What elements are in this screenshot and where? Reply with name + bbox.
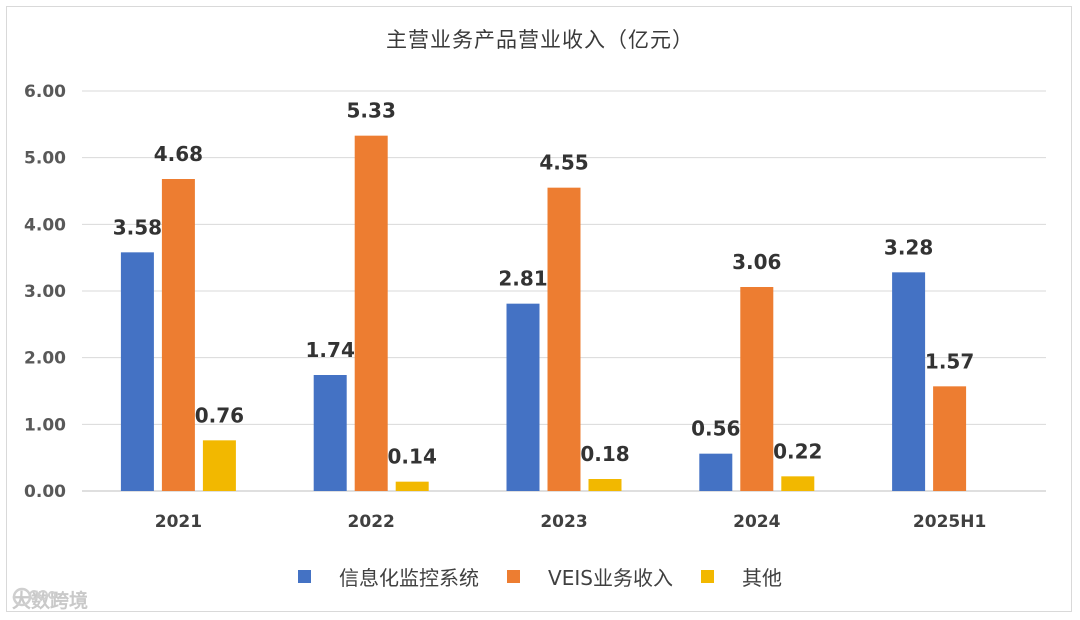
y-tick-label: 1.00 xyxy=(24,415,66,435)
legend-swatch-yellow xyxy=(700,570,714,583)
data-label: 0.18 xyxy=(580,442,629,466)
chat-bubble-icon xyxy=(12,587,56,607)
data-label: 3.58 xyxy=(113,215,162,239)
y-tick-label: 2.00 xyxy=(24,349,66,369)
y-tick-label: 5.00 xyxy=(24,149,66,169)
bar xyxy=(588,479,622,491)
legend: 信息化监控系统 VEIS业务收入 其他 xyxy=(0,562,1080,591)
legend-item-veis: VEIS业务收入 xyxy=(507,562,673,591)
data-label: 2.81 xyxy=(498,267,547,291)
chart-title: 主营业务产品营业收入（亿元） xyxy=(386,28,694,52)
data-label: 5.33 xyxy=(347,99,396,123)
data-label: 0.22 xyxy=(773,439,822,463)
legend-label: 信息化监控系统 xyxy=(339,566,480,590)
legend-swatch-blue xyxy=(298,570,312,583)
bar xyxy=(120,252,154,491)
bar xyxy=(892,272,926,491)
bar xyxy=(161,179,195,491)
x-tick-label: 2024 xyxy=(733,512,780,532)
bar xyxy=(313,375,347,491)
legend-label: VEIS业务收入 xyxy=(548,566,673,590)
data-label: 4.68 xyxy=(154,142,203,166)
data-label: 0.14 xyxy=(388,445,437,469)
bar xyxy=(933,386,967,491)
bars xyxy=(120,135,967,491)
y-axis-ticks: 0.00 1.00 2.00 3.00 4.00 5.00 6.00 xyxy=(24,82,66,502)
bar xyxy=(547,187,581,491)
bar xyxy=(781,476,815,491)
legend-item-other: 其他 xyxy=(700,562,782,591)
y-tick-label: 4.00 xyxy=(24,215,66,235)
x-tick-label: 2022 xyxy=(348,512,395,532)
data-label: 0.76 xyxy=(195,403,244,427)
data-label: 3.28 xyxy=(884,235,933,259)
bar xyxy=(354,135,388,491)
data-label: 3.06 xyxy=(732,250,781,274)
bar xyxy=(202,440,236,491)
legend-label: 其他 xyxy=(741,566,782,590)
data-label: 0.56 xyxy=(691,417,740,441)
x-tick-label: 2025H1 xyxy=(913,512,986,532)
x-axis-ticks: 2021 2022 2023 2024 2025H1 xyxy=(155,512,987,532)
x-tick-label: 2023 xyxy=(540,512,587,532)
bar xyxy=(699,453,733,491)
x-tick-label: 2021 xyxy=(155,512,202,532)
legend-item-info-monitoring: 信息化监控系统 xyxy=(298,562,479,591)
y-tick-label: 6.00 xyxy=(24,82,66,102)
data-labels: 3.58 4.68 0.76 1.74 5.33 0.14 2.81 4.55 0.18 0.56… xyxy=(113,99,975,469)
bar xyxy=(395,481,429,491)
y-tick-label: 3.00 xyxy=(24,282,66,302)
data-label: 1.57 xyxy=(925,349,974,373)
watermark: 大数跨境 xyxy=(12,586,88,613)
data-label: 1.74 xyxy=(306,338,355,362)
bar xyxy=(740,287,774,491)
data-label: 4.55 xyxy=(539,151,588,175)
bar xyxy=(506,303,540,491)
y-tick-label: 0.00 xyxy=(24,482,66,502)
legend-swatch-orange xyxy=(507,570,521,583)
